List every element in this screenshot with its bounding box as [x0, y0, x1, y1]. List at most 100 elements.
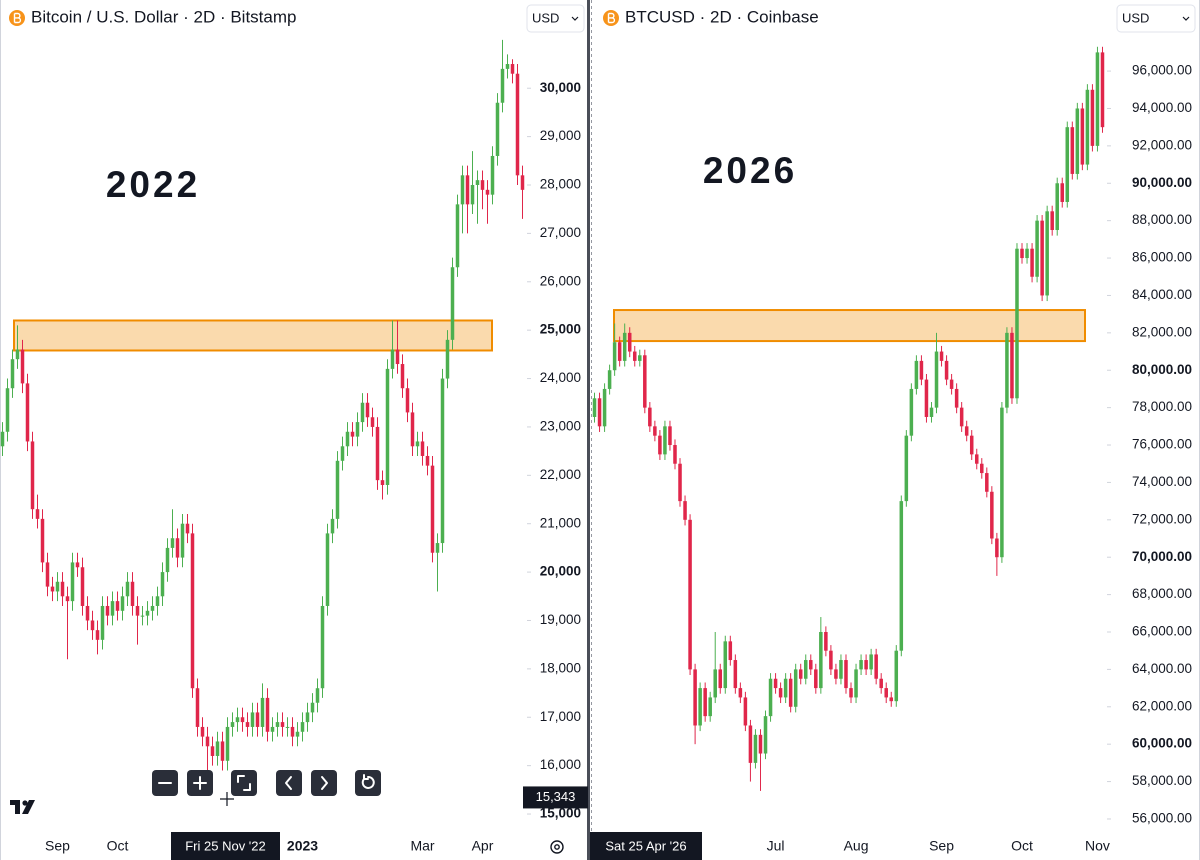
candle-body [460, 175, 465, 205]
candle-body [415, 441, 420, 447]
candle-body [879, 678, 883, 689]
candle-body [0, 431, 5, 447]
candle-body [788, 678, 793, 707]
candle-body [1000, 407, 1004, 558]
candle-body [230, 722, 235, 727]
candle-body [330, 518, 335, 534]
zoom-out-button[interactable] [152, 770, 178, 796]
y-tick-label: 74,000.00 [1132, 474, 1192, 489]
y-tick-label: 84,000.00 [1132, 287, 1192, 302]
x-tick-label: Sep [45, 838, 70, 854]
zoom-in-button[interactable] [187, 770, 213, 796]
candle-body [778, 688, 783, 698]
candle-body [1090, 89, 1095, 146]
candle-body [612, 342, 617, 371]
x-tick-label: Nov [1085, 838, 1110, 854]
settings-button[interactable] [550, 840, 564, 854]
candle-body [315, 688, 320, 703]
candle-body [899, 501, 904, 651]
candle-body [949, 379, 954, 389]
y-tick-label: 92,000.00 [1132, 137, 1192, 152]
candle-body [663, 426, 667, 455]
candle-body [405, 388, 410, 413]
candle-body [834, 669, 838, 679]
candle-body [250, 712, 255, 727]
candle-body [375, 426, 380, 481]
x-tick-label: Sep [929, 838, 954, 854]
crosshair-date-box [590, 832, 702, 860]
candle-body [65, 596, 70, 602]
candle-body [939, 351, 944, 361]
candle-body [335, 460, 340, 519]
candle-body [924, 379, 929, 417]
candle-body [265, 697, 270, 732]
candle-body [140, 615, 145, 617]
candle-body [944, 360, 949, 380]
y-tick-label: 68,000.00 [1132, 586, 1192, 601]
y-tick-label: 21,000 [540, 515, 581, 530]
candle-body [1065, 127, 1070, 202]
candle-body [410, 412, 415, 447]
candle-body [768, 678, 773, 717]
reset-button[interactable] [355, 770, 381, 796]
candle-body [617, 342, 622, 361]
candle-body [688, 519, 692, 670]
candle-body [713, 669, 717, 698]
candle-body [5, 388, 10, 432]
candle-body [90, 620, 95, 631]
cursor [220, 792, 234, 806]
candle-body [255, 712, 260, 727]
y-tick-label: 90,000.00 [1132, 175, 1192, 190]
candle-body [385, 368, 390, 485]
candle-body [195, 688, 200, 727]
candle-body [648, 407, 652, 427]
y-tick-label: 64,000.00 [1132, 661, 1192, 676]
candle-body [844, 660, 848, 689]
candle-body [849, 688, 853, 698]
candle-body [270, 726, 275, 732]
candle-body [638, 355, 642, 361]
candle-body [120, 596, 125, 611]
candle-body [824, 631, 828, 651]
candle-body [510, 64, 515, 74]
candle-body [798, 669, 803, 679]
candle-body [280, 722, 285, 727]
candle-body [803, 660, 808, 679]
y-tick-label: 27,000 [540, 225, 581, 240]
year-annotation: 2026 [703, 150, 797, 191]
candle-body [839, 660, 843, 679]
candle-body [425, 455, 430, 466]
candle-body [115, 601, 120, 611]
candle-body [708, 697, 712, 717]
candle-body [964, 426, 969, 436]
candle-body [1100, 52, 1105, 128]
candle-body [370, 417, 375, 427]
currency-button[interactable]: USD [1116, 4, 1196, 33]
candle-body [819, 631, 823, 689]
y-tick-label: 20,000 [540, 564, 581, 579]
candle-body [743, 697, 748, 726]
candle-body [390, 349, 395, 369]
candle-body [668, 426, 672, 446]
candle-body [225, 726, 230, 761]
candle-body [305, 712, 310, 723]
candle-body [455, 204, 460, 268]
candle-body [145, 610, 150, 616]
candle-body [80, 567, 85, 606]
currency-button[interactable]: USD [526, 4, 585, 33]
scroll-right-button[interactable] [311, 770, 337, 796]
candle-body [854, 669, 858, 698]
scroll-left-button[interactable] [276, 770, 302, 796]
candle-body [515, 73, 520, 176]
candle-body [485, 189, 490, 195]
candle-body [607, 370, 612, 389]
candle-body [929, 407, 934, 417]
candle-body [430, 465, 435, 553]
candle-body [748, 725, 753, 763]
candle-body [914, 360, 919, 389]
candle-body [445, 339, 450, 379]
candle-body [45, 562, 50, 587]
fullscreen-button[interactable] [231, 770, 257, 796]
candle-body [350, 431, 355, 437]
candle-body [360, 402, 365, 423]
